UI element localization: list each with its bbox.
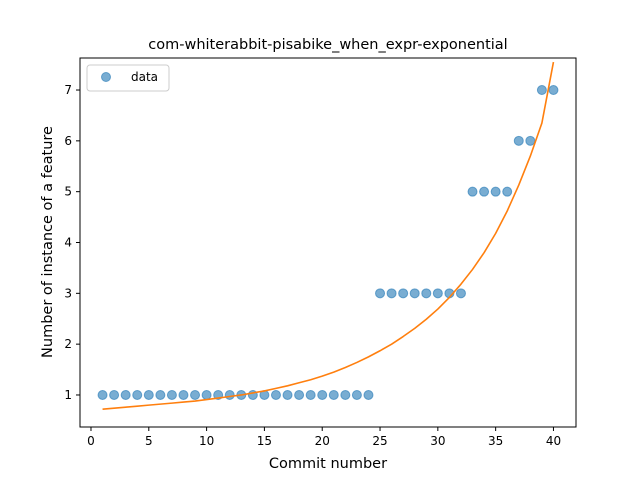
data-point — [178, 389, 189, 400]
data-point — [190, 389, 201, 400]
plot-area — [97, 61, 559, 411]
data-point — [513, 135, 524, 146]
data-point — [525, 135, 536, 146]
data-point — [409, 288, 420, 299]
data-point — [351, 389, 362, 400]
chart-title: com-whiterabbit-pisabike_when_expr-expon… — [148, 37, 507, 53]
data-point — [317, 389, 328, 400]
data-point — [479, 186, 490, 197]
legend-label-data: data — [131, 70, 158, 84]
data-point — [398, 288, 409, 299]
y-tick-label: 1 — [64, 388, 72, 402]
data-point — [455, 288, 466, 299]
data-point — [340, 389, 351, 400]
data-point — [109, 389, 120, 400]
y-axis-label: Number of instance of a feature — [40, 126, 56, 358]
x-tick-label: 40 — [546, 434, 561, 448]
data-point — [548, 85, 559, 96]
data-point — [294, 389, 305, 400]
data-point — [224, 389, 235, 400]
y-tick-label: 2 — [64, 337, 72, 351]
legend: data — [86, 64, 170, 92]
data-point — [490, 186, 501, 197]
fit-line — [102, 61, 555, 411]
x-tick-label: 35 — [488, 434, 503, 448]
data-point — [143, 389, 154, 400]
data-point — [155, 389, 166, 400]
legend-marker-data — [101, 72, 111, 82]
data-point — [120, 389, 131, 400]
data-point — [97, 389, 108, 400]
x-tick-label: 5 — [145, 434, 153, 448]
y-tick-label: 7 — [64, 83, 72, 97]
y-tick-label: 4 — [64, 236, 72, 250]
data-point — [375, 288, 386, 299]
data-point — [328, 389, 339, 400]
x-tick-label: 20 — [315, 434, 330, 448]
x-tick-label: 0 — [87, 434, 95, 448]
data-point — [386, 288, 397, 299]
data-point — [536, 85, 547, 96]
y-tick-label: 6 — [64, 134, 72, 148]
y-tick-label: 3 — [64, 286, 72, 300]
data-point — [502, 186, 513, 197]
x-axis-label: Commit number — [269, 456, 387, 472]
data-point — [270, 389, 281, 400]
data-point — [467, 186, 478, 197]
x-tick-label: 15 — [257, 434, 272, 448]
y-tick-label: 5 — [64, 185, 72, 199]
data-point — [201, 389, 212, 400]
legend-box — [86, 64, 170, 92]
data-point — [432, 288, 443, 299]
x-tick-label: 25 — [372, 434, 387, 448]
data-point — [305, 389, 316, 400]
data-point — [421, 288, 432, 299]
x-tick-label: 10 — [199, 434, 214, 448]
data-point — [363, 389, 374, 400]
data-point — [132, 389, 143, 400]
x-tick-label: 30 — [430, 434, 445, 448]
data-point — [166, 389, 177, 400]
axes: 0 5 10 15 20 25 30 35 40 1 2 3 4 5 6 7 — [64, 57, 577, 448]
data-point — [282, 389, 293, 400]
